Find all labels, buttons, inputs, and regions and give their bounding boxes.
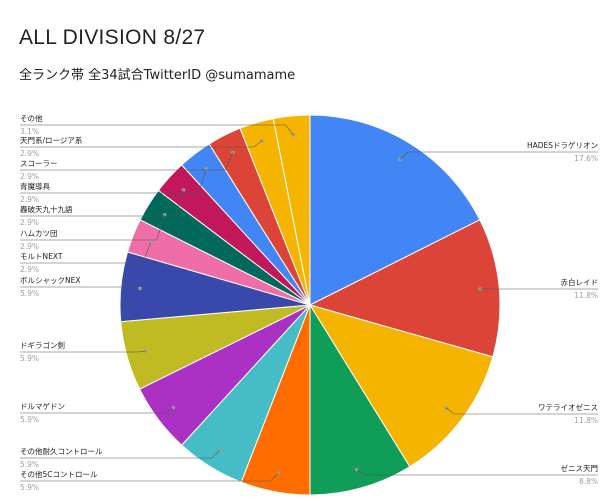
slice-label: ボルシャックNEX xyxy=(20,276,81,285)
label-connector xyxy=(20,189,184,217)
slice-percent: 2.9% xyxy=(20,218,39,227)
pie-slice xyxy=(308,304,494,468)
pie-slice xyxy=(309,114,481,306)
label-connector xyxy=(20,214,166,241)
slice-label: その他5Cコントロール xyxy=(20,469,98,479)
slice-label: ドギラゴン剣 xyxy=(20,340,65,350)
slice-percent: 2.9% xyxy=(20,172,39,181)
slice-percent: 2.9% xyxy=(20,149,39,158)
label-connector xyxy=(20,286,140,289)
label-connector xyxy=(20,152,234,171)
label-connector xyxy=(356,469,598,476)
slice-label: ハムカツ団 xyxy=(20,229,58,238)
slice-label: 赤白レイド xyxy=(561,277,599,287)
slice-label: ドルマゲドン xyxy=(20,402,65,411)
label-connector xyxy=(20,242,152,264)
slice-label: モルトNEXT xyxy=(20,252,63,261)
pie-labels: HADESドラゲリオン 17.6% 赤白レイド 11.8% ワテライオゼニス 11.8% ゼ… xyxy=(20,113,598,492)
pie-slice xyxy=(272,114,311,306)
label-connector xyxy=(20,168,207,194)
slice-label: 天門系/ロージア系 xyxy=(20,135,83,145)
pie-slice xyxy=(309,303,411,496)
slice-percent: 11.8% xyxy=(574,416,598,425)
slice-label: その他 xyxy=(20,113,43,123)
slice-percent: 5.9% xyxy=(20,460,39,469)
label-connector xyxy=(20,140,262,148)
slice-percent: 2.9% xyxy=(20,265,39,274)
chart-subtitle: 全ランク帯 全34試合TwitterID @sumamame xyxy=(19,68,296,83)
label-connector xyxy=(20,450,220,459)
slice-percent: 3.1% xyxy=(20,127,39,136)
label-connector xyxy=(20,407,174,414)
label-connector xyxy=(446,407,598,415)
label-connector xyxy=(399,151,598,160)
slice-label: 轟破天九十九語 xyxy=(20,204,73,214)
slice-percent: 17.6% xyxy=(574,154,598,163)
pie-slice xyxy=(308,219,501,358)
slice-percent: 8.8% xyxy=(579,477,598,486)
label-connector xyxy=(20,350,146,353)
slice-label: スコーラー xyxy=(20,159,58,168)
slice-label: ゼニス天門 xyxy=(561,463,599,473)
label-connector xyxy=(20,472,279,482)
slice-label: ワテライオゼニス xyxy=(538,402,598,412)
pie-slices xyxy=(119,114,501,496)
slice-percent: 11.8% xyxy=(574,291,598,300)
slice-percent: 2.9% xyxy=(20,242,39,251)
chart-title: ALL DIVISION 8/27 xyxy=(19,26,206,49)
slice-percent: 2.9% xyxy=(20,195,39,204)
slice-label: 青魔導具 xyxy=(20,181,50,191)
slice-label: HADESドラゲリオン xyxy=(527,141,598,150)
slice-percent: 5.9% xyxy=(20,483,39,492)
slice-percent: 5.9% xyxy=(20,415,39,424)
label-connector xyxy=(20,124,294,135)
slice-percent: 5.9% xyxy=(20,354,39,363)
slice-label: その他耐久コントロール xyxy=(20,446,103,456)
slice-percent: 5.9% xyxy=(20,289,39,298)
